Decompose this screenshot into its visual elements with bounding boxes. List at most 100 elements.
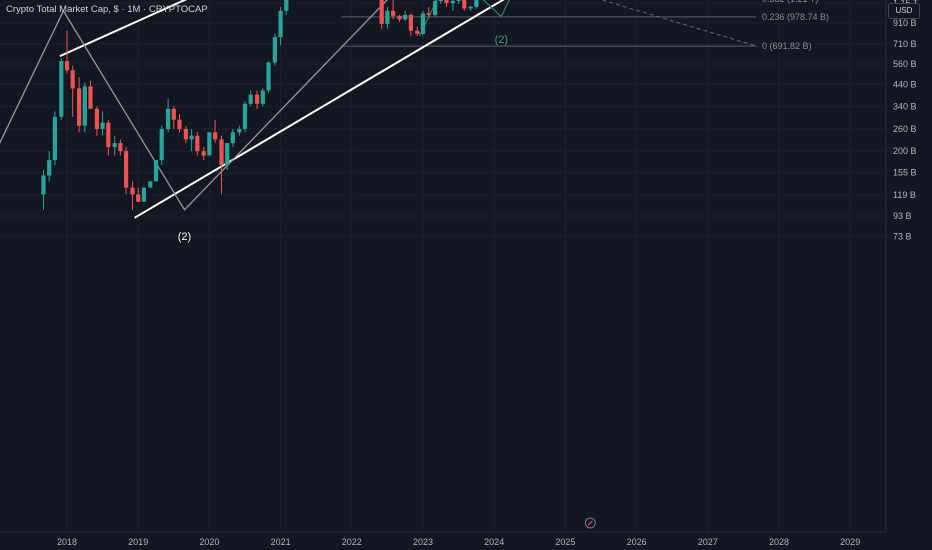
candle-body [462, 0, 467, 9]
candle [397, 15, 402, 23]
event-marker-icon[interactable] [584, 517, 596, 529]
candle-body [468, 6, 473, 9]
candle-body [408, 15, 413, 31]
candle-body [415, 30, 420, 34]
y-tick-label: 560 B [893, 59, 917, 69]
candle-body [456, 0, 461, 1]
candle-body [166, 108, 171, 129]
event-marker-arrow [587, 520, 593, 526]
candle-body [136, 194, 141, 202]
candle-body [403, 15, 408, 20]
candle [230, 128, 235, 148]
candle-body [201, 151, 206, 156]
fib-level-label: 0 (691.82 B) [762, 41, 812, 51]
candle-body [248, 94, 253, 104]
candle [278, 6, 283, 46]
candle [444, 0, 449, 7]
candle-body [106, 122, 111, 148]
candle [462, 0, 467, 11]
candle [136, 187, 141, 202]
channel-lower-line[interactable] [134, 0, 765, 219]
candle [183, 125, 189, 144]
candle-body [171, 108, 176, 120]
candle-body [260, 90, 265, 104]
x-tick-label: 2022 [342, 537, 362, 547]
y-tick-label: 910 B [893, 18, 917, 28]
candle-body [70, 70, 75, 89]
candles-layer [41, 0, 479, 210]
primary-wave-path[interactable] [0, 0, 815, 211]
candle-body [444, 0, 449, 4]
candle-body [379, 0, 384, 24]
candle [433, 0, 438, 17]
candle [148, 181, 153, 188]
candle-body [130, 187, 135, 195]
candle [64, 30, 70, 74]
grid-layer [0, 0, 886, 532]
candle [272, 33, 278, 66]
x-tick-label: 2023 [413, 537, 433, 547]
y-tick-label: 260 B [893, 124, 917, 134]
candle [260, 88, 265, 107]
candle-body [390, 10, 396, 16]
candle-body [397, 15, 402, 20]
y-tick-label: 93 B [893, 211, 912, 221]
candle [59, 58, 64, 120]
candle [266, 61, 271, 93]
y-tick-label: 73 B [893, 231, 912, 241]
candle-body [100, 122, 105, 129]
candle-body [195, 135, 200, 152]
candle [118, 139, 123, 156]
candle-body [177, 119, 182, 129]
candle-body [47, 160, 52, 176]
candle [219, 135, 224, 195]
x-tick-label: 2027 [698, 537, 718, 547]
candle [415, 26, 420, 37]
candle-body [272, 37, 278, 63]
y-tick-label: 710 B [893, 39, 917, 49]
candle [379, 0, 384, 29]
chart-title: Crypto Total Market Cap, $ · 1M · CRYPTO… [6, 4, 208, 15]
candle-body [450, 0, 456, 4]
wave-label: (2) [178, 231, 191, 243]
candle-body [123, 151, 129, 188]
x-axis[interactable]: 2018 2019 2020 2021 2022 2023 2024 2025 2026 2027… [0, 517, 886, 547]
candle [159, 125, 164, 165]
x-tick-label: 2021 [271, 537, 291, 547]
candle-body [212, 132, 218, 140]
candle-body [118, 143, 123, 152]
candle [141, 187, 146, 202]
currency-button[interactable]: USD [888, 3, 920, 19]
candle [41, 170, 46, 210]
candle [201, 147, 206, 161]
x-tick-label: 2025 [555, 537, 575, 547]
candle-body [183, 128, 189, 140]
candle [426, 6, 431, 17]
candle [82, 82, 87, 133]
x-tick-label: 2029 [840, 537, 860, 547]
candle [88, 80, 93, 109]
candle [248, 90, 253, 107]
fib-level-label: 0.382 (1.21 T) [762, 0, 818, 4]
candle-body [52, 116, 57, 161]
candle [255, 90, 260, 109]
candle-body [426, 13, 431, 15]
candle-body [266, 62, 271, 91]
x-tick-label: 2018 [57, 537, 77, 547]
candle-body [148, 181, 153, 188]
candle [171, 106, 176, 129]
candle [450, 0, 456, 11]
candle [130, 181, 135, 210]
candle-body [41, 175, 46, 195]
candle-body [82, 86, 87, 126]
candle [195, 132, 200, 156]
drawing-lines[interactable] [0, 0, 815, 219]
candle [438, 0, 443, 4]
candle-body [420, 13, 426, 34]
candle [207, 132, 212, 156]
candle [212, 119, 218, 144]
candle [390, 0, 396, 20]
candle-body [88, 86, 93, 109]
